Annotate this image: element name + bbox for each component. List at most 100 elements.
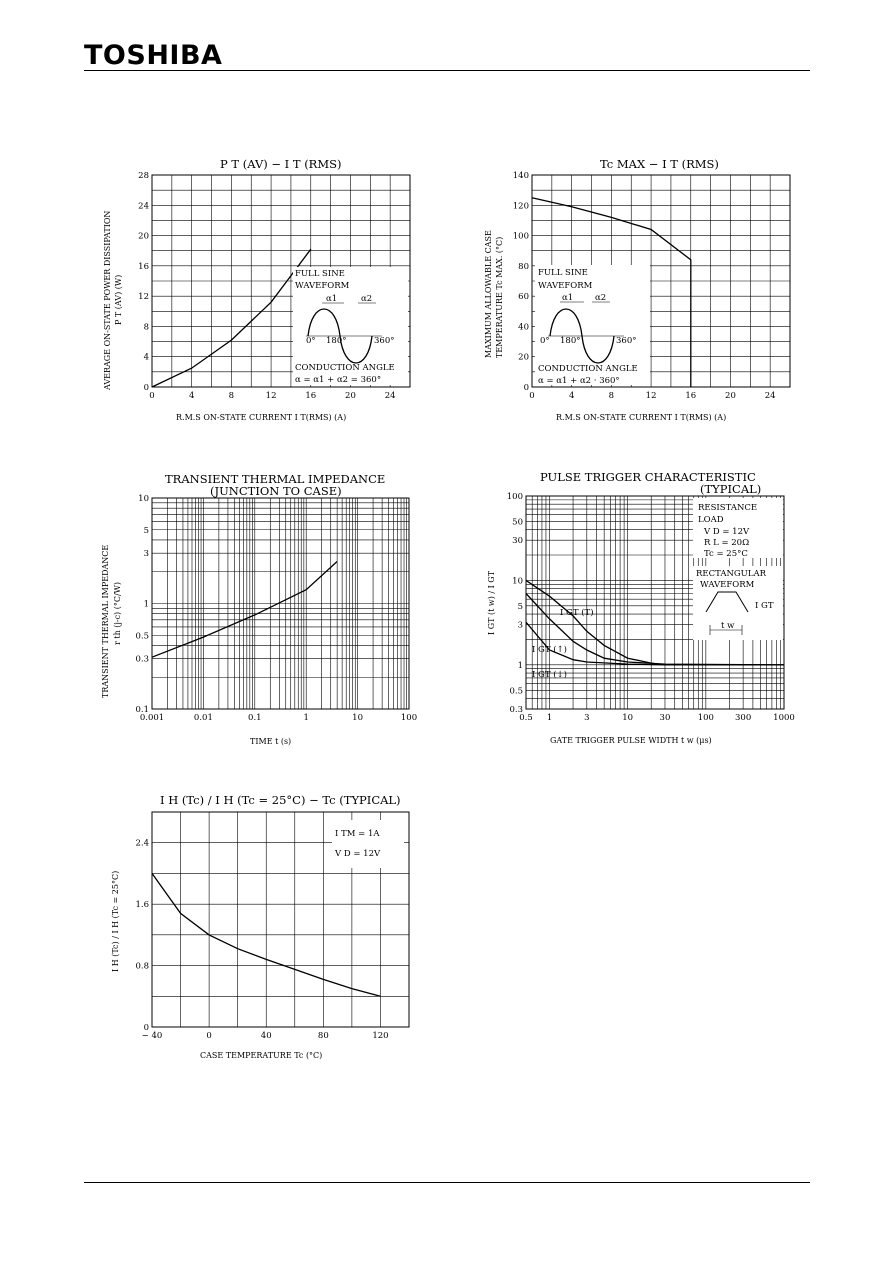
y-tick-label: 20 — [138, 232, 149, 242]
y-tick-label: 0.5 — [509, 686, 523, 696]
y-tick-label: 0.3 — [135, 655, 149, 665]
x-tick-label: 8 — [609, 391, 614, 401]
y-tick-label: 100 — [513, 232, 529, 242]
x-tick-label: 16 — [305, 391, 316, 401]
x-tick-label: 20 — [725, 391, 736, 401]
y-tick-label: 16 — [138, 262, 149, 272]
pt-av-curve — [151, 248, 312, 388]
chart4-note-igt: I GT — [755, 601, 774, 611]
chart2-ylabel2: TEMPERATURE Tc MAX. (°C) — [495, 237, 504, 358]
x-tick-label: 3 — [584, 713, 589, 723]
y-tick-label: 24 — [138, 201, 149, 211]
chart3-ylabel: TRANSIENT THERMAL IMPEDANCE — [101, 545, 110, 698]
chart1-note-waveform: WAVEFORM — [295, 281, 350, 291]
x-tick-label: 100 — [401, 713, 417, 723]
chart5-ylabel: I H (Tc) / I H (Tc = 25°C) — [111, 871, 120, 972]
y-tick-label: 5 — [518, 602, 523, 612]
y-tick-label: 120 — [513, 201, 529, 211]
chart4-note-rectangular: RECTANGULAR — [696, 569, 767, 579]
x-tick-label: 120 — [372, 1031, 388, 1041]
chart1-note-alpha-sum: α = α1 + α2 = 360° — [295, 375, 381, 385]
chart1-note-360deg: 360° — [374, 336, 394, 346]
x-tick-label: 1000 — [773, 713, 795, 723]
chart-tc-max-vs-it-rms: 0 4 8 12 16 20 24 0 20 40 60 80 100 120 140 Tc MAX − I… — [484, 157, 791, 422]
chart2-ylabel: MAXIMUM ALLOWABLE CASE — [484, 230, 493, 358]
y-tick-label: 1 — [144, 600, 149, 610]
y-tick-label: 1 — [518, 661, 523, 671]
y-tick-label: 0.1 — [135, 705, 149, 715]
chart4-ylabel: I GT (t w) / I GT — [487, 570, 496, 635]
x-tick-label: 1 — [547, 713, 552, 723]
x-tick-label: 8 — [229, 391, 234, 401]
chart1-title: P T (AV) − I T (RMS) — [220, 157, 342, 171]
x-tick-label: 12 — [646, 391, 657, 401]
chart4-note-rl: R L = 20Ω — [704, 538, 749, 548]
series-line-2 — [525, 621, 784, 666]
x-tick-label: 100 — [698, 713, 714, 723]
y-tick-label: 8 — [144, 322, 149, 332]
rectangular-waveform-inset — [705, 591, 749, 635]
y-tick-label: 0.5 — [135, 631, 149, 641]
chart4-note-tc: Tc = 25°C — [704, 549, 748, 559]
y-tick-label: 12 — [138, 292, 149, 302]
x-tick-label: 24 — [765, 391, 776, 401]
chart1-note-0deg: 0° — [306, 336, 316, 346]
y-tick-label: 80 — [518, 262, 529, 272]
toshiba-logo: TOSHIBA — [84, 40, 223, 71]
chart3-xlabel: TIME t (s) — [250, 737, 291, 746]
chart4-note-waveform: WAVEFORM — [700, 580, 755, 590]
y-tick-label: 1.6 — [135, 900, 149, 910]
thermal-impedance-curve — [151, 561, 338, 658]
chart2-note-alpha-sum: α = α1 + α2 · 360° — [538, 376, 620, 386]
y-tick-label: 50 — [512, 517, 523, 527]
chart2-note-alpha1: α1 — [562, 293, 573, 303]
x-tick-label: 0.1 — [248, 713, 262, 723]
chart2-note-full-sine: FULL SINE — [538, 268, 588, 278]
x-tick-label: 1 — [303, 713, 308, 723]
x-tick-label: 0.001 — [140, 713, 164, 723]
chart2-note-waveform: WAVEFORM — [538, 281, 593, 291]
chart-transient-thermal-impedance: 0.001 0.01 0.1 1 10 100 0.1 0.3 0.5 1 3 5 10 TRANSIE… — [101, 472, 417, 746]
chart2-note-0deg: 0° — [540, 336, 550, 346]
chart2-note-alpha2: α2 — [595, 293, 606, 303]
y-tick-label: 3 — [144, 549, 149, 559]
x-tick-label: 30 — [660, 713, 671, 723]
chart3-title: TRANSIENT THERMAL IMPEDANCE — [165, 472, 385, 486]
y-tick-label: 5 — [144, 526, 149, 536]
chart4-xlabel: GATE TRIGGER PULSE WIDTH t w (μs) — [550, 736, 712, 745]
chart4-note-vd: V D = 12V — [703, 527, 750, 537]
x-tick-label: 300 — [735, 713, 751, 723]
chart2-note-180deg: 180° — [560, 336, 580, 346]
chart3-ylabel2: r th (j-c) (°C/W) — [113, 582, 122, 645]
chart2-title: Tc MAX − I T (RMS) — [600, 157, 719, 171]
x-tick-label: 0.01 — [194, 713, 213, 723]
chart3-subtitle: (JUNCTION TO CASE) — [210, 484, 342, 498]
chart1-note-180deg: 180° — [326, 336, 346, 346]
chart2-xlabel: R.M.S ON-STATE CURRENT I T(RMS) (A) — [556, 413, 726, 422]
chart1-note-full-sine: FULL SINE — [295, 269, 345, 279]
chart1-note-alpha1: α1 — [326, 294, 337, 304]
y-tick-label: 0.8 — [135, 962, 149, 972]
full-sine-waveform-inset — [306, 302, 382, 364]
x-tick-label: 20 — [345, 391, 356, 401]
y-tick-label: 0 — [144, 1023, 149, 1033]
x-tick-label: 24 — [385, 391, 396, 401]
x-tick-label: 4 — [569, 391, 574, 401]
series-label-igt-up: I GT (↑) — [532, 644, 567, 655]
footer-rule — [84, 1182, 810, 1183]
y-tick-label: 0.3 — [509, 705, 523, 715]
y-tick-label: 100 — [507, 492, 523, 502]
y-tick-label: 4 — [144, 353, 149, 363]
series-line-1 — [525, 593, 785, 666]
y-tick-label: 2.4 — [135, 839, 149, 849]
y-tick-label: 28 — [138, 171, 149, 181]
chart5-title: I H (Tc) / I H (Tc = 25°C) − Tc (TYPICAL… — [160, 793, 401, 807]
series-label-igt-down: I GT (↓) — [532, 669, 567, 680]
chart2-note-conduction-angle: CONDUCTION ANGLE — [538, 364, 638, 374]
y-tick-label: 30 — [512, 536, 523, 546]
chart1-ylabel: AVERAGE ON-STATE POWER DISSIPATION — [103, 211, 112, 391]
y-tick-label: 60 — [518, 292, 529, 302]
full-sine-waveform-inset — [548, 301, 624, 364]
